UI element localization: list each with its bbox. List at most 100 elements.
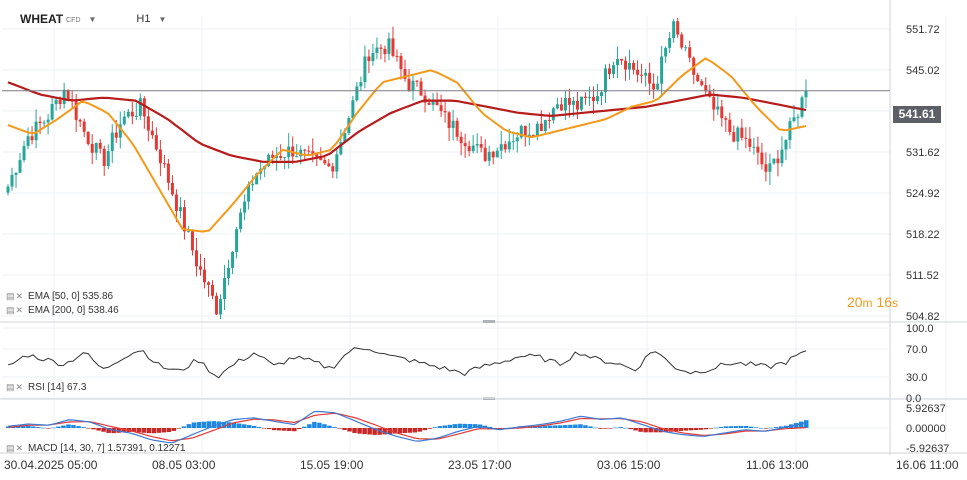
candle-body	[527, 134, 531, 137]
candle-body	[387, 38, 391, 55]
candle-body	[223, 278, 227, 300]
macd-histogram-bar	[206, 421, 212, 428]
macd-histogram-bar	[91, 428, 96, 430]
candle-body	[174, 194, 178, 212]
macd-histogram-bar	[462, 423, 468, 428]
candle-body	[275, 155, 279, 158]
macd-histogram-bar	[16, 426, 21, 428]
candle-body	[162, 163, 166, 165]
candle-body	[792, 117, 796, 122]
rsi-legend[interactable]: ▤✕ RSI [14] 67.3	[6, 382, 87, 393]
candle-body	[784, 140, 788, 150]
timeframe-selector[interactable]: H1	[136, 13, 151, 25]
candle-body	[724, 118, 728, 120]
macd-histogram-bar	[402, 428, 407, 433]
macd-histogram-bar	[131, 428, 136, 432]
macd-histogram-bar	[86, 428, 91, 429]
candle-body	[535, 123, 539, 137]
candle-body	[487, 151, 491, 161]
macd-histogram-bar	[753, 427, 759, 428]
candle-body	[423, 95, 427, 103]
macd-histogram-bar	[76, 426, 81, 428]
candle-body	[323, 160, 327, 164]
candle-body	[407, 78, 411, 91]
candle-body	[511, 141, 515, 143]
macd-histogram-bar	[61, 425, 66, 428]
macd-histogram-bar	[21, 425, 26, 428]
timeframe-dropdown-icon[interactable]: ▼	[158, 14, 167, 24]
macd-histogram-bar	[71, 425, 76, 428]
macd-histogram-bar	[728, 426, 734, 428]
candle-body	[118, 124, 122, 138]
macd-histogram-bar	[231, 422, 237, 428]
macd-histogram-bar	[26, 425, 31, 428]
macd-histogram-bar	[713, 427, 719, 429]
time-axis-label: 16.06 11:00	[896, 458, 959, 472]
price-axis-label: 531.62	[906, 147, 940, 159]
macd-histogram-bar	[41, 427, 46, 429]
candle-body	[760, 152, 764, 165]
candle-body	[235, 229, 239, 252]
candle-body	[126, 111, 130, 117]
macd-histogram-bar	[623, 427, 628, 429]
macd-histogram-bar	[81, 427, 86, 428]
settings-icon[interactable]: ▤✕	[6, 291, 25, 301]
macd-axis-label: 5.92637	[906, 403, 946, 415]
candle-body	[796, 116, 800, 118]
macd-histogram-bar	[146, 428, 152, 434]
candle-body	[652, 83, 656, 90]
candle-body	[620, 58, 624, 61]
ema50-legend[interactable]: ▤✕ EMA [50, 0] 535.86	[6, 291, 114, 302]
macd-histogram-bar	[166, 428, 172, 433]
candle-body	[403, 69, 407, 79]
macd-histogram-bar	[106, 428, 111, 433]
symbol-dropdown-icon[interactable]: ▼	[88, 14, 97, 24]
macd-histogram-bar	[708, 428, 714, 429]
settings-icon[interactable]: ▤✕	[6, 443, 25, 453]
candle-body	[359, 82, 363, 87]
candle-body	[379, 47, 383, 49]
macd-histogram-bar	[337, 428, 342, 429]
candle-body	[523, 125, 527, 137]
macd-histogram-bar	[51, 427, 56, 429]
candle-body	[114, 132, 118, 138]
macd-histogram-bar	[487, 426, 493, 428]
macd-histogram-bar	[246, 425, 252, 428]
macd-histogram-bar	[598, 428, 603, 429]
macd-histogram-bar	[31, 426, 36, 428]
macd-histogram-bar	[588, 426, 593, 428]
candle-body	[30, 136, 34, 141]
candle-body	[279, 155, 283, 158]
candle-body	[267, 154, 271, 166]
candle-body	[150, 130, 154, 136]
price-axis-label: 511.52	[906, 270, 939, 282]
macd-histogram-bar	[226, 422, 232, 428]
macd-histogram-bar	[236, 423, 242, 428]
candle-body	[66, 89, 70, 101]
settings-icon[interactable]: ▤✕	[6, 305, 25, 315]
macd-histogram-bar	[563, 425, 568, 428]
candle-body	[170, 182, 174, 195]
macd-histogram-bar	[467, 423, 473, 428]
settings-icon[interactable]: ▤✕	[6, 382, 25, 392]
ema200-legend[interactable]: ▤✕ EMA [200, 0] 538.46	[6, 305, 119, 316]
macd-legend[interactable]: ▤✕ MACD [14, 30, 7] 1.57391, 0.12271	[6, 443, 186, 454]
candle-body	[491, 151, 495, 158]
candle-body	[26, 136, 30, 147]
candle-body	[591, 96, 595, 102]
candle-body	[575, 100, 579, 110]
symbol-name[interactable]: WHEAT	[20, 12, 64, 26]
candle-body	[684, 47, 688, 49]
candle-body	[215, 295, 219, 315]
candle-body	[331, 166, 335, 172]
macd-histogram-bar	[297, 428, 302, 430]
macd-histogram-bar	[302, 426, 307, 428]
candle-body	[648, 72, 652, 84]
macd-histogram-bar	[332, 427, 337, 428]
macd-histogram-bar	[307, 424, 312, 428]
candle-body	[672, 21, 676, 38]
candle-body	[54, 99, 58, 104]
candle-body	[375, 47, 379, 53]
macd-histogram-bar	[292, 428, 297, 432]
